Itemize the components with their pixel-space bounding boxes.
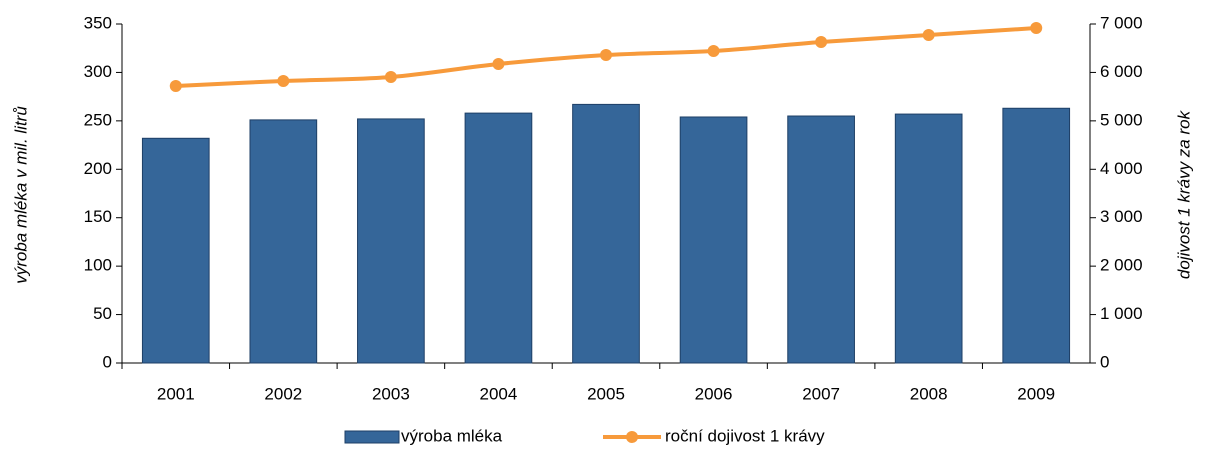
- line-marker: [277, 75, 290, 88]
- bar: [141, 137, 210, 364]
- line-marker: [384, 70, 397, 83]
- x-tick-label: 2008: [910, 384, 948, 403]
- y-tick-label: 0: [103, 352, 112, 371]
- y2-tick-label: 6 000: [1100, 62, 1143, 81]
- y2-tick-label: 3 000: [1100, 207, 1143, 226]
- x-tick-label: 2003: [372, 384, 410, 403]
- y2-tick-label: 4 000: [1100, 159, 1143, 178]
- bar: [1002, 107, 1071, 364]
- y2-tick-label: 7 000: [1100, 13, 1143, 32]
- y2-tick-label: 5 000: [1100, 110, 1143, 129]
- bar: [357, 118, 425, 364]
- line-marker: [600, 48, 612, 61]
- line-marker: [1030, 22, 1043, 35]
- y2-axis-label: dojivost 1 krávy za rok: [1174, 109, 1193, 279]
- bar: [894, 113, 963, 364]
- y-tick-label: 350: [84, 13, 112, 32]
- legend-label: výroba mléka: [401, 426, 503, 445]
- bar: [787, 115, 855, 364]
- line-marker: [922, 28, 935, 41]
- y-tick-label: 150: [84, 207, 112, 226]
- x-tick-label: 2009: [1017, 384, 1055, 403]
- y-tick-label: 50: [93, 304, 112, 323]
- y2-tick-label: 1 000: [1100, 304, 1143, 323]
- bar: [464, 112, 533, 364]
- y-axis-label: výroba mléka v mil. litrů: [11, 106, 30, 284]
- line-marker: [707, 45, 720, 58]
- x-tick-label: 2006: [695, 384, 733, 403]
- y-tick-label: 300: [84, 62, 112, 81]
- legend-marker: [626, 431, 638, 443]
- x-tick-label: 2005: [587, 384, 625, 403]
- x-tick-label: 2001: [157, 384, 195, 403]
- legend-swatch: [344, 430, 400, 444]
- y2-tick-label: 0: [1100, 352, 1109, 371]
- line-marker: [492, 58, 505, 71]
- y-tick-label: 250: [84, 110, 112, 129]
- bar: [679, 116, 748, 364]
- legend-label: roční dojivost 1 krávy: [665, 426, 825, 445]
- bar: [249, 119, 318, 364]
- x-tick-label: 2002: [264, 384, 302, 403]
- bar: [572, 103, 640, 364]
- x-tick-label: 2007: [802, 384, 840, 403]
- line-marker: [169, 79, 182, 92]
- y-tick-label: 200: [84, 159, 112, 178]
- line-marker: [815, 36, 828, 49]
- y2-tick-label: 2 000: [1100, 256, 1143, 275]
- x-tick-label: 2004: [480, 384, 518, 403]
- y-tick-label: 100: [84, 256, 112, 275]
